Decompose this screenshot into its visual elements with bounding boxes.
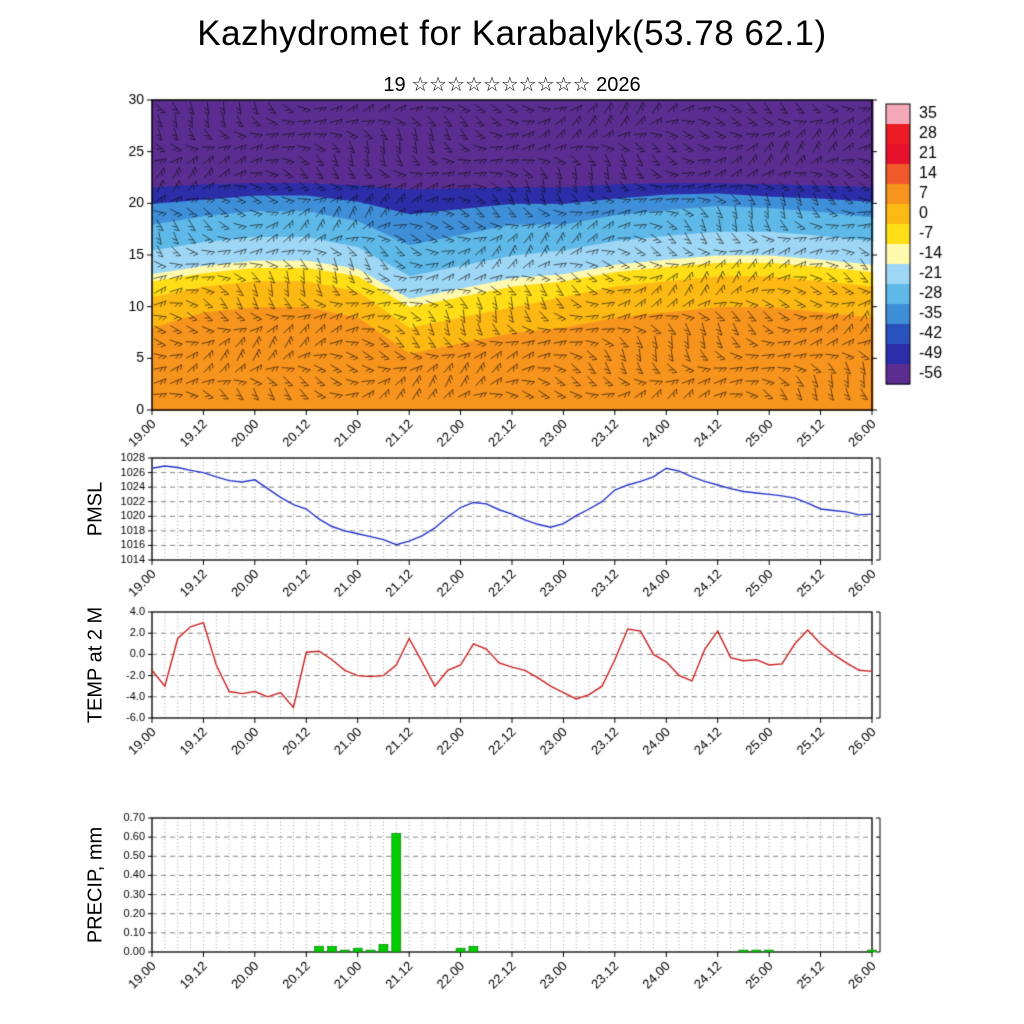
pmsl-axis-label: PMSL [84, 481, 107, 537]
precip-axis-label: PRECIP, mm [84, 826, 107, 944]
temp-axis-label: TEMP at 2 M [84, 606, 107, 724]
